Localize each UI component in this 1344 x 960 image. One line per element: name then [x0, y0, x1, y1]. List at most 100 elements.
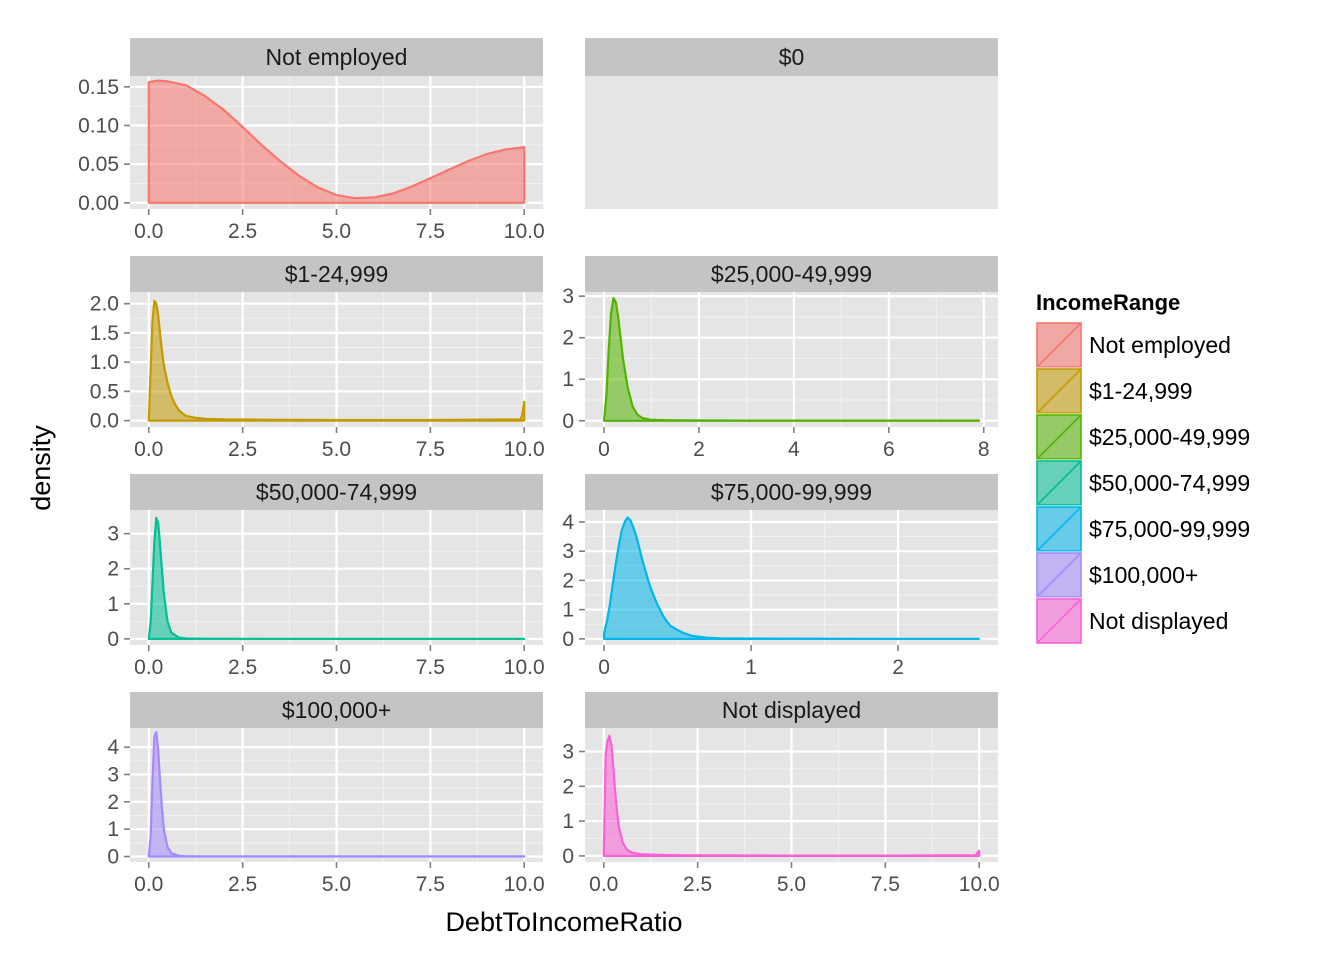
- x-tick-label: 5.0: [322, 656, 351, 679]
- facet-panel: Not displayed 0.0 2.5 5.0 7.5 10.0 0 1 2 3: [562, 692, 1000, 896]
- y-tick-label: 3: [562, 285, 574, 308]
- y-tick-label: 0: [562, 845, 574, 868]
- x-tick-label: 10.0: [504, 873, 545, 896]
- density-area: [602, 734, 981, 857]
- y-axis-title: density: [26, 425, 56, 511]
- density-area: [602, 297, 981, 422]
- facet-panel: $25,000-49,999 0 2 4 6 8 0 1 2 3: [562, 256, 998, 461]
- legend-key: $25,000-49,999: [1035, 413, 1250, 461]
- y-tick-label: 4: [562, 511, 574, 534]
- legend-swatch-line: [1036, 598, 1082, 644]
- y-tick-label: 3: [107, 523, 119, 546]
- legend-swatch-line: [1036, 414, 1082, 460]
- facet-title: $50,000-74,999: [256, 479, 417, 505]
- y-tick-label: 1.5: [90, 322, 119, 345]
- y-tick-label: 0.5: [90, 380, 119, 403]
- y-tick-label: 1: [562, 810, 574, 833]
- legend-label: $75,000-99,999: [1089, 516, 1250, 542]
- x-tick-label: 0.0: [134, 220, 163, 243]
- x-tick-label: 10.0: [504, 656, 545, 679]
- density-area: [147, 516, 526, 640]
- x-tick-label: 0: [598, 438, 610, 461]
- facet-title: $75,000-99,999: [711, 479, 872, 505]
- facet-panel: $0: [585, 38, 998, 209]
- y-tick-label: 1: [107, 593, 119, 616]
- facet-panel: $1-24,999 0.0 2.5 5.0 7.5 10.0 0.0 0.5 1.0 1.5 2.0: [90, 256, 545, 461]
- legend-label: Not employed: [1089, 332, 1231, 358]
- y-tick-label: 0: [107, 628, 119, 651]
- x-tick-label: 0.0: [134, 438, 163, 461]
- legend-swatch-line: [1036, 368, 1082, 414]
- y-tick-label: 0.15: [78, 76, 119, 99]
- x-tick-label: 5.0: [322, 438, 351, 461]
- facet-strip: [585, 38, 998, 76]
- facet-strip: [585, 256, 998, 292]
- x-axis-title: DebtToIncomeRatio: [445, 907, 682, 937]
- legend-label: $1-24,999: [1089, 378, 1193, 404]
- facet-strip: [585, 692, 998, 728]
- legend-title: IncomeRange: [1036, 290, 1180, 315]
- y-tick-label: 3: [562, 740, 574, 763]
- x-tick-label: 10.0: [504, 220, 545, 243]
- x-tick-label: 2: [892, 656, 904, 679]
- y-tick-label: 0: [562, 410, 574, 433]
- legend-swatch-line: [1036, 322, 1082, 368]
- x-tick-label: 2.5: [228, 438, 257, 461]
- density-area: [147, 731, 526, 858]
- x-tick-label: 4: [788, 438, 800, 461]
- density-area: [603, 516, 980, 640]
- x-tick-label: 8: [978, 438, 990, 461]
- facet-strip: [585, 474, 998, 510]
- density-area: [147, 299, 526, 422]
- x-tick-label: 5.0: [777, 873, 806, 896]
- x-tick-label: 5.0: [322, 220, 351, 243]
- y-tick-label: 0: [107, 846, 119, 869]
- legend-label: Not displayed: [1089, 608, 1228, 634]
- y-tick-label: 2: [562, 775, 574, 798]
- y-tick-label: 2.0: [90, 293, 119, 316]
- facet-panel: Not employed 0.0 2.5 5.0 7.5 10.0 0.00 0.05 0.10…: [78, 38, 545, 243]
- facet-title: $25,000-49,999: [711, 261, 872, 287]
- x-tick-label: 6: [883, 438, 895, 461]
- legend-label: $50,000-74,999: [1089, 470, 1250, 496]
- x-tick-label: 5.0: [322, 873, 351, 896]
- legend-swatch-line: [1036, 506, 1082, 552]
- y-tick-label: 2: [107, 791, 119, 814]
- y-tick-label: 1: [562, 599, 574, 622]
- legend-key: Not displayed: [1035, 597, 1228, 645]
- y-tick-label: 1: [562, 368, 574, 391]
- y-tick-label: 2: [562, 327, 574, 350]
- legend-key: Not employed: [1035, 321, 1231, 369]
- facet-title: Not displayed: [722, 697, 861, 723]
- x-tick-label: 7.5: [416, 873, 445, 896]
- facet-title: $0: [779, 44, 805, 70]
- facet-title: $100,000+: [282, 697, 391, 723]
- x-tick-label: 7.5: [871, 873, 900, 896]
- y-tick-label: 0.0: [90, 410, 119, 433]
- facet-strip: [130, 256, 543, 292]
- facet-strip: [130, 474, 543, 510]
- x-tick-label: 0.0: [134, 656, 163, 679]
- panel-background: [585, 76, 998, 209]
- y-tick-label: 1.0: [90, 351, 119, 374]
- x-tick-label: 2.5: [683, 873, 712, 896]
- legend-key: $75,000-99,999: [1035, 505, 1250, 553]
- panel-background: [585, 292, 998, 427]
- facet-panel: $100,000+ 0.0 2.5 5.0 7.5 10.0 0 1 2 3 4: [107, 692, 545, 896]
- facet-title: Not employed: [266, 44, 408, 70]
- y-tick-label: 3: [562, 540, 574, 563]
- legend-key: $50,000-74,999: [1035, 459, 1250, 507]
- x-tick-label: 7.5: [416, 656, 445, 679]
- legend-swatch-line: [1036, 552, 1082, 598]
- y-tick-label: 0: [562, 628, 574, 651]
- x-tick-label: 10.0: [959, 873, 1000, 896]
- density-area: [147, 79, 526, 204]
- y-tick-label: 2: [107, 558, 119, 581]
- x-tick-label: 0.0: [134, 873, 163, 896]
- facet-title: $1-24,999: [285, 261, 389, 287]
- x-tick-label: 2.5: [228, 873, 257, 896]
- legend-label: $100,000+: [1089, 562, 1198, 588]
- legend-label: $25,000-49,999: [1089, 424, 1250, 450]
